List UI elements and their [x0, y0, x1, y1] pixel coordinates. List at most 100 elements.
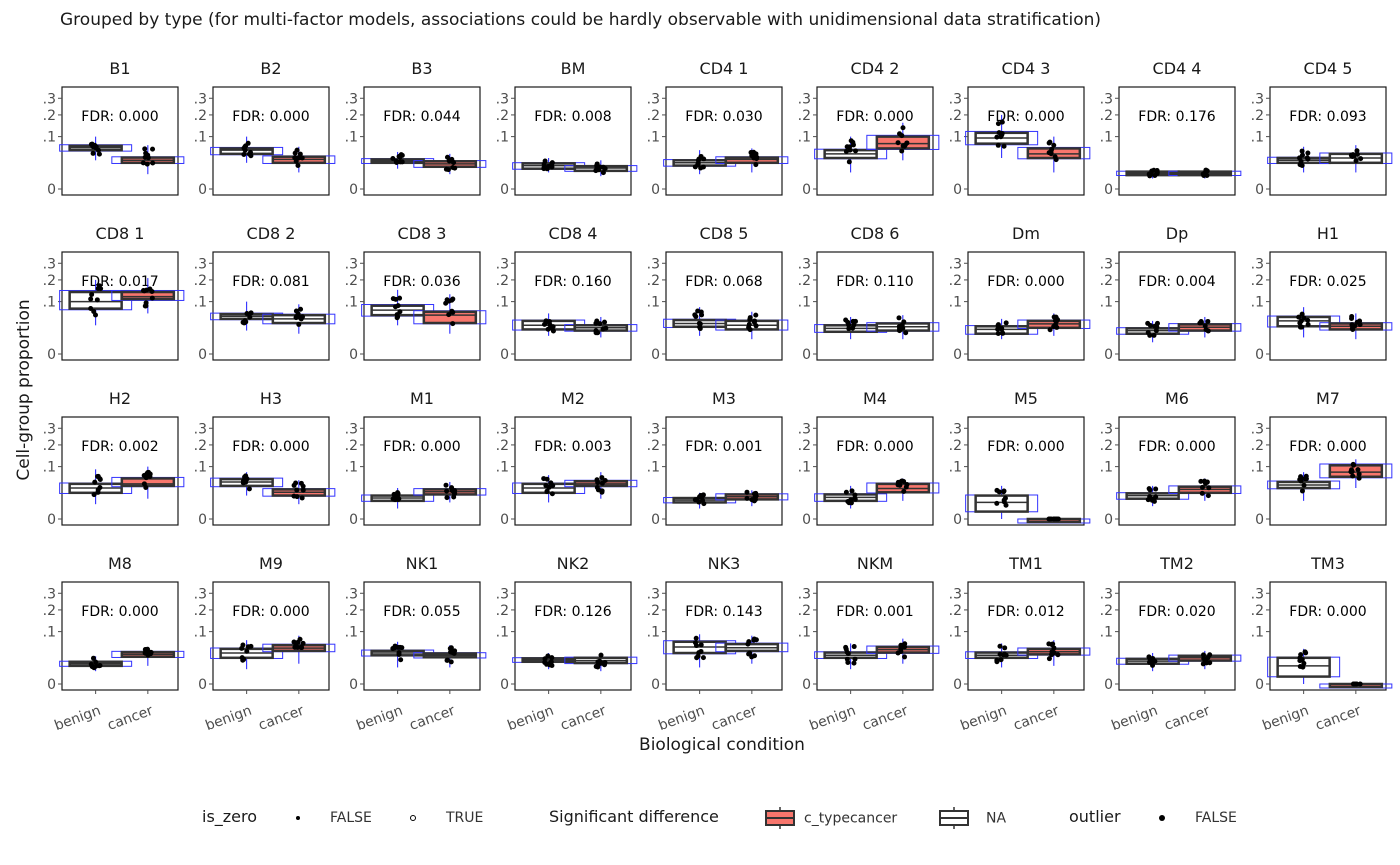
y-tick-label: .2	[647, 603, 660, 619]
panel-border	[967, 251, 1085, 361]
data-point	[698, 493, 704, 499]
data-point	[748, 150, 754, 156]
facet-title: H3	[260, 389, 282, 408]
data-point	[452, 488, 458, 494]
y-tick-label: .2	[345, 108, 358, 124]
data-point	[595, 487, 601, 493]
y-tick-label: .1	[798, 295, 811, 311]
data-point	[903, 484, 909, 490]
y-tick-label: .1	[1251, 625, 1264, 641]
facet-panel: M5 0 .1 .2.3 FDR: 0.000	[949, 389, 1091, 528]
data-point	[390, 156, 396, 162]
x-tick-label: benign	[1109, 703, 1160, 734]
data-point	[299, 314, 305, 320]
data-point	[446, 298, 452, 304]
data-point	[140, 160, 146, 166]
facet-panel: H2 0 .1 .2.3 FDR: 0.002	[43, 389, 185, 528]
panel-border	[967, 581, 1085, 691]
data-point	[145, 652, 151, 658]
y-tick-label: .2	[1251, 603, 1264, 619]
data-point	[294, 487, 300, 493]
y-tick-label: .2	[1100, 603, 1113, 619]
y-tick-label: .1	[345, 460, 358, 476]
facet-title: CD4 3	[1002, 59, 1051, 78]
y-tick-label: .1	[496, 625, 509, 641]
data-point	[600, 170, 606, 176]
data-point	[697, 326, 703, 332]
panel-border	[212, 86, 330, 196]
data-point	[896, 315, 902, 321]
data-point	[1151, 332, 1157, 338]
data-point	[846, 500, 852, 506]
y-tick-label: 0	[47, 512, 56, 528]
data-point	[143, 150, 149, 156]
y-tick-label: .1	[647, 130, 660, 146]
data-point	[595, 659, 601, 665]
data-point	[845, 651, 851, 657]
y-tick-label: .2	[43, 273, 56, 289]
data-point	[447, 646, 453, 652]
data-point	[1205, 655, 1211, 661]
data-point	[850, 318, 856, 324]
x-tick-label: cancer	[1313, 703, 1363, 734]
data-point	[1358, 156, 1364, 162]
fdr-label: FDR: 0.055	[383, 604, 460, 620]
data-point	[88, 306, 94, 312]
x-tick-label: benign	[203, 703, 254, 734]
data-point	[143, 485, 149, 491]
data-point	[292, 644, 298, 650]
data-point	[390, 646, 396, 652]
y-tick-label: .1	[798, 625, 811, 641]
x-tick-label: benign	[958, 703, 1009, 734]
data-point	[996, 489, 1002, 495]
data-point	[994, 134, 1000, 140]
y-tick-label: 0	[802, 182, 811, 198]
data-point	[544, 489, 550, 495]
data-point	[241, 151, 247, 157]
legend-title-significant: Significant difference	[549, 807, 719, 826]
data-point	[395, 303, 401, 309]
data-point	[700, 655, 706, 661]
y-tick-label: 0	[651, 512, 660, 528]
data-point	[752, 491, 758, 497]
data-point	[550, 328, 556, 334]
data-point	[295, 311, 301, 317]
y-tick-label: 0	[500, 677, 509, 693]
fdr-label: FDR: 0.068	[685, 274, 762, 290]
data-point	[694, 655, 700, 661]
data-point	[696, 320, 702, 326]
facet-panel: CD8 4 0 .1 .2.3 FDR: 0.160	[496, 224, 638, 363]
data-point	[846, 322, 852, 328]
y-tick-label: .3	[1251, 421, 1264, 437]
x-tick-label: cancer	[256, 703, 306, 734]
fdr-label: FDR: 0.002	[81, 439, 158, 455]
white-box-key-icon	[939, 807, 969, 829]
data-point	[747, 315, 753, 321]
data-point	[1151, 167, 1157, 173]
facet-panel: M6 0 .1 .2.3 FDR: 0.000	[1100, 389, 1242, 528]
fdr-label: FDR: 0.008	[534, 109, 611, 125]
data-point	[1296, 314, 1302, 320]
data-point	[391, 491, 397, 497]
panel-border	[514, 581, 632, 691]
data-point	[1298, 474, 1304, 480]
y-tick-label: .3	[647, 586, 660, 602]
y-tick-label: .1	[798, 460, 811, 476]
fdr-label: FDR: 0.000	[81, 109, 158, 125]
x-tick-label: cancer	[105, 703, 155, 734]
data-point	[897, 482, 903, 488]
data-point	[999, 130, 1005, 136]
data-point	[296, 321, 302, 327]
facet-panel: M9 0 .1 .2.3 FDR: 0.000 benign cancer	[194, 554, 336, 734]
facet-panel: M7 0 .1 .2.3 FDR: 0.000	[1251, 389, 1393, 528]
data-point	[1303, 473, 1309, 479]
y-tick-label: .3	[345, 421, 358, 437]
data-point	[1301, 660, 1307, 666]
data-point	[88, 661, 94, 667]
facet-title: NK1	[406, 554, 439, 573]
data-point	[239, 645, 245, 651]
facet-panel: CD4 3 0 .1 .2.3 FDR: 0.000	[949, 59, 1091, 198]
fdr-label: FDR: 0.000	[383, 439, 460, 455]
data-point	[1052, 154, 1058, 160]
y-tick-label: .1	[43, 130, 56, 146]
